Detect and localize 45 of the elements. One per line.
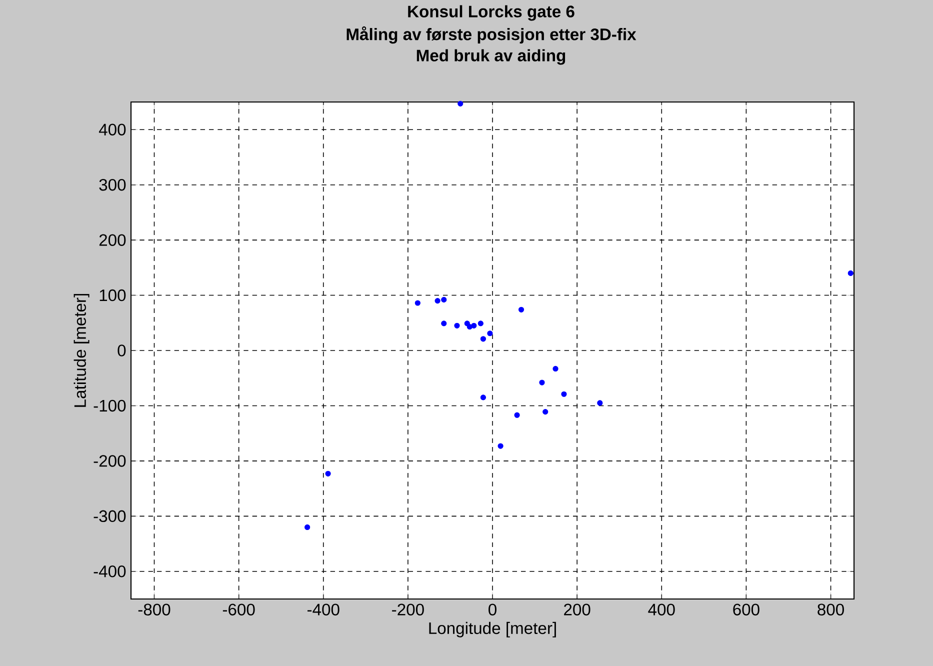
x-tick-label: 600	[733, 604, 760, 616]
x-tick-label: 200	[564, 604, 590, 616]
y-axis-title: Latitude [meter]	[74, 294, 90, 407]
point	[441, 320, 447, 326]
x-tick-label: -800	[138, 604, 170, 616]
x-tick-label: 0	[488, 604, 496, 616]
point	[304, 524, 310, 530]
point	[848, 270, 854, 276]
point	[471, 322, 477, 328]
x-tick-label: 400	[648, 604, 675, 616]
point	[434, 298, 440, 304]
x-tick-label: -200	[392, 604, 424, 616]
y-tick-label: -400	[94, 566, 126, 578]
point	[514, 412, 520, 418]
x-tick-label: -600	[222, 604, 255, 616]
y-tick-label: 100	[100, 289, 126, 302]
point	[518, 306, 524, 312]
x-tick-label: 800	[818, 604, 844, 616]
y-tick-label: -200	[94, 455, 126, 467]
text: Med bruk av aiding	[416, 49, 566, 65]
point	[414, 300, 420, 306]
point	[478, 320, 484, 326]
y-tick-label: 200	[99, 234, 126, 246]
point	[325, 470, 331, 476]
point	[498, 443, 504, 449]
point	[561, 391, 567, 397]
chart-subtitle: Måling av første posisjon etter 3D-fix	[346, 26, 636, 44]
y-tick-label: -300	[94, 510, 126, 522]
point	[441, 296, 447, 302]
point	[454, 322, 460, 328]
point	[539, 380, 545, 386]
point	[480, 394, 486, 400]
point	[552, 366, 558, 372]
point	[597, 400, 603, 406]
y-tick-label: 300	[99, 178, 126, 191]
x-tick-label: -400	[307, 604, 340, 616]
chart-title: Konsul Lorcks gate 6	[408, 5, 574, 21]
point	[487, 330, 493, 336]
point	[458, 100, 464, 106]
point	[480, 336, 486, 342]
y-tick-label: -100	[94, 400, 126, 412]
point	[542, 409, 548, 415]
y-tick-label: 0	[118, 344, 126, 356]
y-tick-label: 400	[98, 124, 126, 136]
x-axis-title: Longitude [meter]	[429, 622, 556, 638]
